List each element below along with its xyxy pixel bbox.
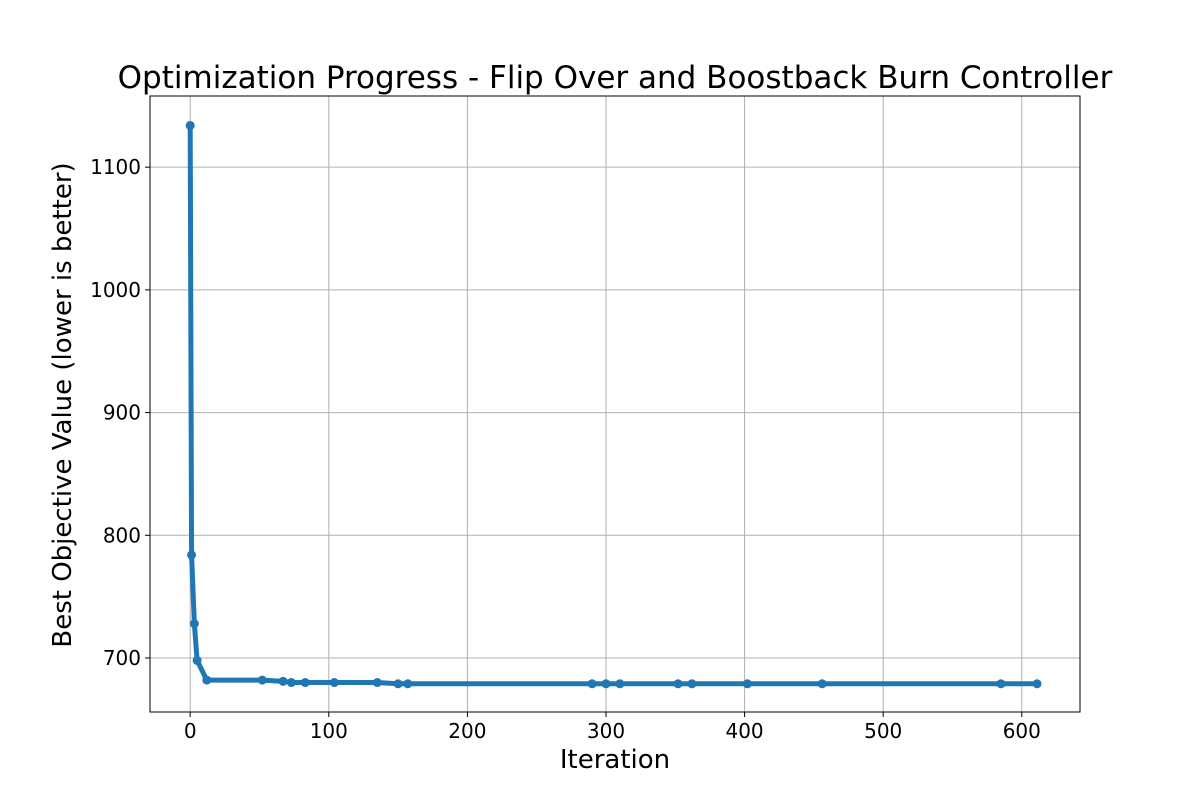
data-point	[1032, 679, 1042, 689]
axis-ticks: 0 100 200 300 400 500 600 700 800 900 1000 1100	[90, 155, 1041, 743]
x-tick-label: 600	[1003, 719, 1041, 743]
chart-title: Optimization Progress - Flip Over and Bo…	[118, 60, 1113, 96]
data-point	[742, 679, 752, 689]
x-tick-label: 0	[184, 719, 197, 743]
series-line	[187, 122, 1040, 687]
x-tick-label: 500	[864, 719, 902, 743]
data-point	[202, 675, 212, 685]
x-tick-label: 200	[448, 719, 486, 743]
data-point	[403, 679, 413, 689]
data-series	[185, 120, 1042, 689]
data-point	[601, 679, 611, 689]
data-point	[189, 619, 199, 629]
data-point	[817, 679, 827, 689]
data-point	[192, 655, 202, 665]
data-point	[587, 679, 597, 689]
y-axis-label: Best Objective Value (lower is better)	[48, 162, 78, 647]
y-tick-label: 1000	[90, 278, 141, 302]
x-tick-label: 400	[725, 719, 763, 743]
data-point	[187, 550, 197, 560]
data-point	[996, 679, 1006, 689]
plot-frame	[149, 95, 1081, 713]
data-point	[300, 678, 310, 688]
data-point	[286, 678, 296, 688]
y-tick-label: 700	[103, 646, 141, 670]
data-point	[393, 679, 403, 689]
data-point	[257, 675, 267, 685]
data-point	[687, 679, 697, 689]
y-tick-label: 900	[103, 401, 141, 425]
data-point	[278, 676, 288, 686]
x-tick-label: 300	[587, 719, 625, 743]
x-axis-label: Iteration	[560, 745, 670, 775]
y-tick-label: 800	[103, 523, 141, 547]
data-point	[372, 678, 382, 688]
grid	[150, 96, 1080, 712]
data-point	[615, 679, 625, 689]
y-tick-label: 1100	[90, 155, 141, 179]
data-point	[329, 678, 339, 688]
data-point	[673, 679, 683, 689]
data-point	[185, 120, 195, 130]
x-tick-label: 100	[310, 719, 348, 743]
